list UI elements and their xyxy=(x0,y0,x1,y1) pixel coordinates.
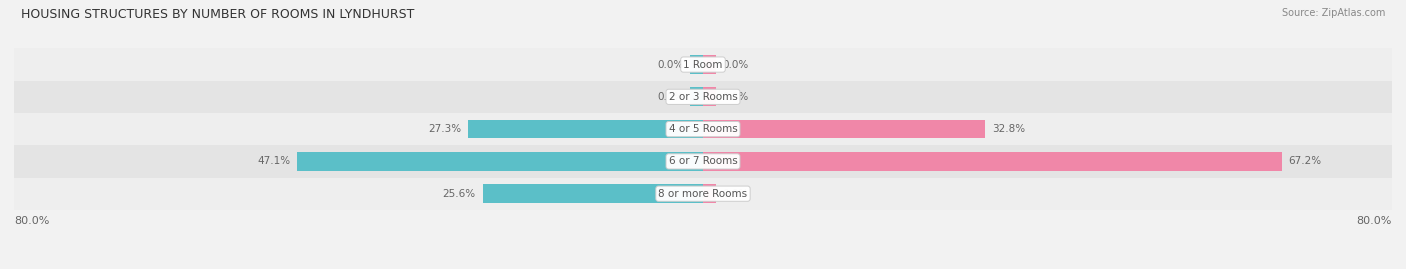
Bar xyxy=(468,120,703,139)
Text: 1 Room: 1 Room xyxy=(683,59,723,70)
Text: 2 or 3 Rooms: 2 or 3 Rooms xyxy=(669,92,737,102)
Text: 0.0%: 0.0% xyxy=(657,59,683,70)
Bar xyxy=(703,120,986,139)
Bar xyxy=(14,178,1392,210)
Bar xyxy=(703,184,716,203)
Text: Source: ZipAtlas.com: Source: ZipAtlas.com xyxy=(1281,8,1385,18)
Bar xyxy=(690,87,703,106)
Text: 32.8%: 32.8% xyxy=(993,124,1025,134)
Bar xyxy=(482,184,703,203)
Text: 8 or more Rooms: 8 or more Rooms xyxy=(658,189,748,199)
Bar xyxy=(14,145,1392,178)
Text: 25.6%: 25.6% xyxy=(443,189,475,199)
Bar xyxy=(690,55,703,74)
Text: 4 or 5 Rooms: 4 or 5 Rooms xyxy=(669,124,737,134)
Text: 47.1%: 47.1% xyxy=(257,156,291,167)
Text: 0.0%: 0.0% xyxy=(723,92,749,102)
Text: 0.0%: 0.0% xyxy=(657,92,683,102)
Bar xyxy=(703,152,1282,171)
Bar xyxy=(703,87,716,106)
Text: 27.3%: 27.3% xyxy=(427,124,461,134)
Text: 6 or 7 Rooms: 6 or 7 Rooms xyxy=(669,156,737,167)
Bar xyxy=(14,113,1392,145)
Text: 67.2%: 67.2% xyxy=(1289,156,1322,167)
Bar xyxy=(14,81,1392,113)
Text: 0.0%: 0.0% xyxy=(723,189,749,199)
Text: HOUSING STRUCTURES BY NUMBER OF ROOMS IN LYNDHURST: HOUSING STRUCTURES BY NUMBER OF ROOMS IN… xyxy=(21,8,415,21)
Text: 80.0%: 80.0% xyxy=(1357,216,1392,226)
Text: 0.0%: 0.0% xyxy=(723,59,749,70)
Bar xyxy=(703,55,716,74)
Bar xyxy=(14,48,1392,81)
Bar xyxy=(298,152,703,171)
Text: 80.0%: 80.0% xyxy=(14,216,49,226)
